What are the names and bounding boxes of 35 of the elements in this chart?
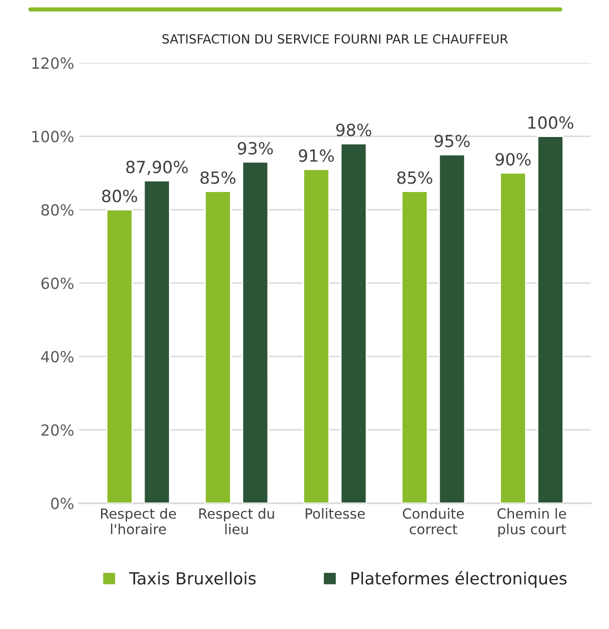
y-tick-label: 20%	[41, 424, 74, 436]
bar	[340, 142, 368, 504]
y-tick-label: 80%	[41, 204, 74, 216]
x-tick-label: Conduite correct	[402, 508, 464, 534]
data-label: 90%	[496, 152, 531, 166]
data-label: 100%	[528, 116, 574, 129]
data-label: 85%	[200, 171, 236, 184]
data-label: 91%	[298, 149, 334, 162]
bar	[302, 168, 330, 504]
data-label: 87,90%	[126, 160, 188, 175]
x-tick-label: Respect du lieu	[199, 508, 274, 534]
y-tick-label: 120%	[32, 57, 74, 69]
bar	[500, 172, 526, 504]
data-label: 80%	[102, 190, 138, 202]
bar	[204, 190, 232, 504]
y-tick-label: 100%	[32, 130, 74, 142]
bar	[242, 161, 269, 504]
y-tick-label: 40%	[41, 350, 74, 362]
y-tick-label: 60%	[41, 278, 74, 290]
bar	[143, 180, 170, 504]
chart-title: SATISFACTION DU SERVICE FOURNI PAR LE CHAUFFEUR	[162, 34, 508, 44]
data-label: 98%	[336, 124, 372, 136]
bar	[438, 154, 466, 504]
bar	[106, 208, 133, 504]
data-label: 95%	[434, 134, 470, 148]
y-tick-label: 0%	[51, 498, 74, 510]
data-label: 93%	[238, 142, 273, 155]
x-tick-label: Politesse	[306, 508, 365, 519]
bar	[536, 136, 564, 504]
bar	[401, 190, 428, 504]
x-tick-label: Chemin le plus court	[497, 508, 566, 538]
x-tick-label: Respect de l'horaire	[101, 508, 176, 534]
legend-label: Plateformes électroniques	[351, 571, 567, 588]
data-label: 85%	[397, 171, 432, 184]
legend-label: Taxis Bruxellois	[129, 572, 256, 585]
